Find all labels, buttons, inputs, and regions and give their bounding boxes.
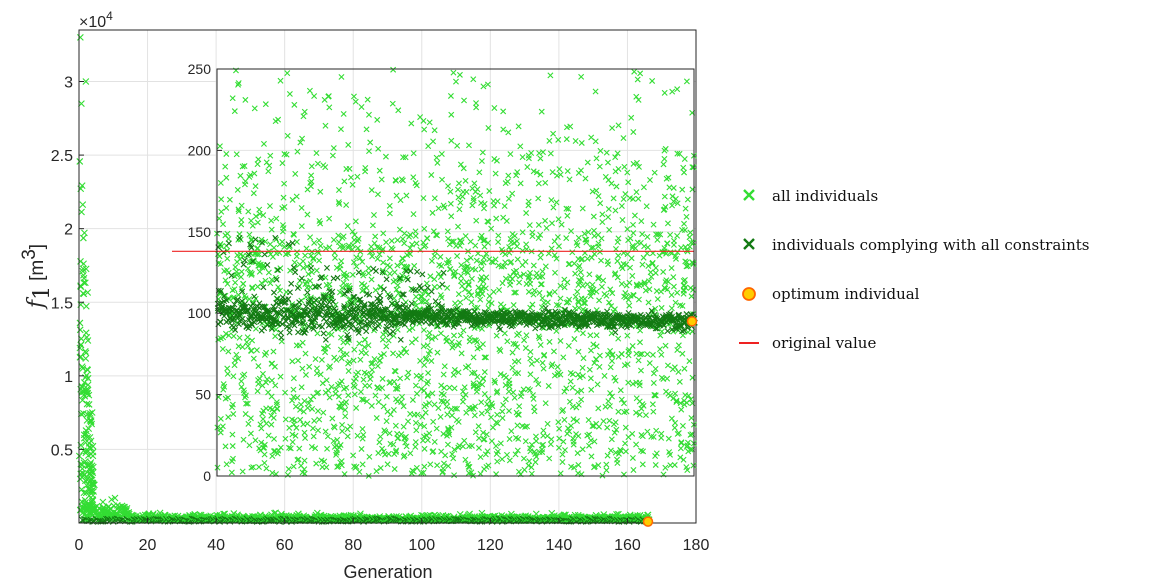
y-tick-label: 3 (64, 75, 73, 92)
scatter-point (82, 349, 90, 357)
scatter-point (84, 366, 92, 374)
scatter-point (89, 492, 97, 499)
scatter-point (82, 78, 90, 85)
x-tick-label: 60 (276, 537, 294, 554)
main-scatter-points (75, 33, 653, 525)
scatter-point (89, 481, 97, 489)
x-tick-label: 140 (546, 537, 573, 554)
scatter-point (84, 289, 92, 296)
scatter-point (80, 279, 88, 287)
scatter-point (79, 234, 87, 242)
scatter-point (76, 158, 84, 165)
scatter-point (89, 463, 97, 471)
scatter-point (89, 469, 97, 477)
scatter-point (88, 467, 96, 475)
x-tick-label: 160 (614, 537, 641, 554)
y-tick-label: 2.5 (51, 148, 73, 165)
scatter-point (80, 290, 88, 298)
scatter-point (91, 481, 98, 489)
x-tick-label: 120 (477, 537, 504, 554)
y-tick-label: 0.5 (51, 442, 73, 459)
scatter-point (85, 425, 93, 433)
x-axis-label: Generation (343, 562, 432, 582)
x-tick-label: 100 (408, 537, 435, 554)
x-tick-label: 40 (207, 537, 225, 554)
scatter-point (78, 363, 86, 371)
x-tick-label: 80 (344, 537, 362, 554)
x-tick-label: 180 (683, 537, 710, 554)
scatter-point (89, 442, 97, 450)
scatter-point (79, 396, 86, 404)
x-tick-label: 0 (75, 537, 84, 554)
scatter-point (82, 265, 90, 273)
axis-exponent: ×104 (79, 9, 113, 31)
scatter-point (76, 326, 84, 334)
scatter-point (89, 452, 97, 460)
scatter-point (82, 302, 90, 310)
scatter-point (99, 498, 107, 506)
scatter-point (111, 494, 119, 502)
scatter-point (87, 437, 95, 445)
scatter-point (78, 486, 86, 493)
scatter-point (80, 431, 88, 439)
scatter-point (83, 400, 91, 408)
scatter-point (76, 33, 84, 41)
y-axis-label: f1[m3] (19, 244, 55, 310)
scatter-point (87, 418, 95, 426)
scatter-point (82, 355, 90, 362)
scatter-point (85, 391, 93, 399)
scatter-point (86, 410, 94, 417)
scatter-point (76, 319, 84, 327)
scatter-point (89, 518, 97, 525)
scatter-point (78, 182, 86, 190)
scatter-point (120, 511, 128, 519)
scatter-point (81, 229, 88, 237)
scatter-point (78, 208, 85, 216)
scatter-point (79, 265, 87, 273)
scatter-point (81, 279, 89, 287)
scatter-point (80, 271, 87, 279)
scatter-point (88, 420, 96, 428)
scatter-point (76, 353, 84, 361)
scatter-point (84, 337, 92, 344)
x-tick-label: 20 (139, 537, 157, 554)
y-tick-label: 1 (64, 369, 73, 386)
scatter-point (81, 347, 89, 355)
scatter-point (85, 401, 93, 408)
y-tick-label: 2 (64, 222, 73, 239)
scatter-point (79, 201, 87, 209)
scatter-point (108, 496, 115, 503)
scatter-point (79, 409, 87, 417)
scatter-point (88, 487, 96, 495)
scatter-point (88, 409, 96, 416)
scatter-point (84, 374, 92, 382)
